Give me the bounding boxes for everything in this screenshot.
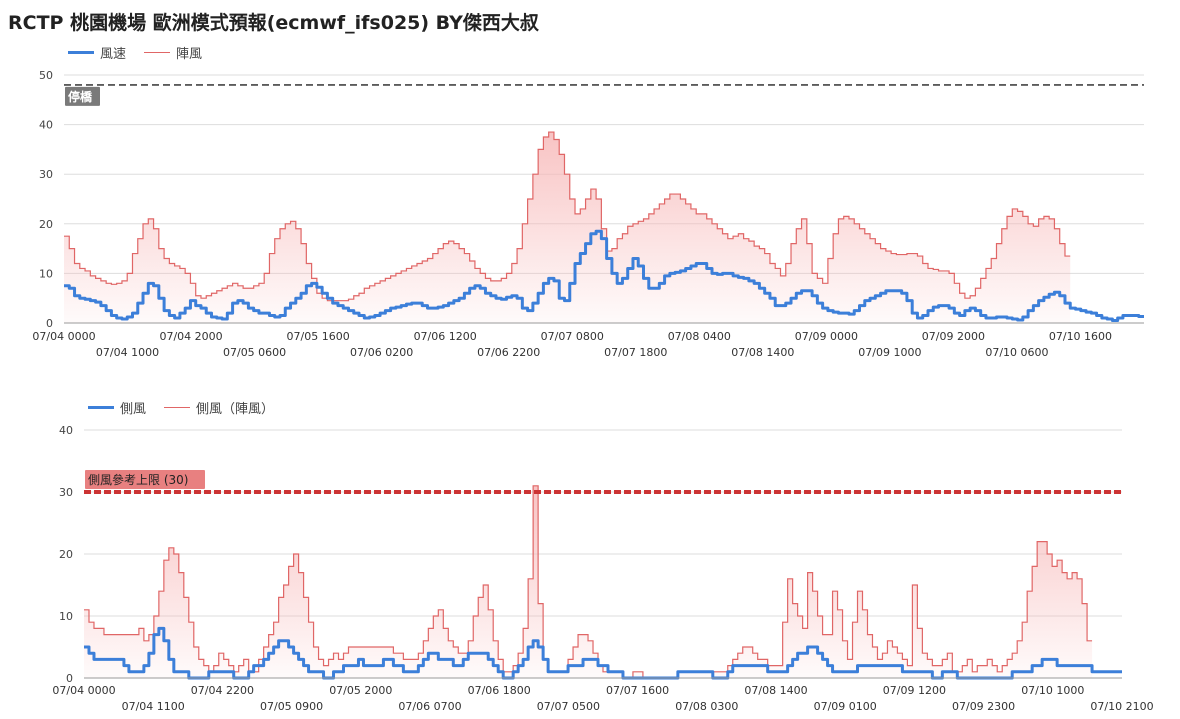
bottom-x-tick-label: 07/09 1200 <box>883 684 946 697</box>
top-x-tick-label: 07/08 0400 <box>668 330 731 343</box>
bottom-x-tick-label: 07/06 0700 <box>398 700 461 713</box>
bottom-wind-line <box>84 626 1122 680</box>
legend-item-wind[interactable]: 風速 <box>68 43 126 62</box>
bottom-threshold-label-bg <box>85 470 205 489</box>
legend-swatch-gust <box>144 52 171 53</box>
top-threshold-label-bg <box>65 86 100 106</box>
legend-item-crosswind[interactable]: 側風 <box>88 398 146 417</box>
wind-gust-chart: 0 10 20 30 40 50 停橋 07/04 0000 07/04 2000 07/05 1… <box>32 69 1144 359</box>
top-gust-area <box>64 132 1071 323</box>
legend-swatch-crosswind-gust <box>164 407 191 408</box>
bottom-x-tick-label: 07/04 2200 <box>191 684 254 697</box>
bottom-x-tick-label: 07/04 0000 <box>52 684 115 697</box>
top-x-tick-label: 07/09 1000 <box>858 346 921 359</box>
top-x-tick-label: 07/08 1400 <box>731 346 794 359</box>
legend-label-wind: 風速 <box>100 47 127 62</box>
bottom-x-tick-label: 07/07 0500 <box>537 700 600 713</box>
top-y-tick-label: 10 <box>39 267 53 280</box>
top-x-tick-label: 07/06 0200 <box>350 346 413 359</box>
legend-swatch-crosswind <box>88 406 114 409</box>
top-threshold-label: 停橋 <box>68 89 93 104</box>
page-title: RCTP 桃園機場 歐洲模式預報(ecmwf_ifs025) BY傑西大叔 <box>8 12 539 34</box>
bottom-x-tick-label: 07/10 2100 <box>1090 700 1153 713</box>
legend-item-crosswind-gust[interactable]: 側風（陣風） <box>164 398 274 417</box>
top-x-tick-label: 07/05 1600 <box>287 330 350 343</box>
top-y-tick-label: 0 <box>46 317 53 330</box>
top-x-tick-label: 07/07 0800 <box>541 330 604 343</box>
legend-top: 風速 陣風 <box>68 43 220 62</box>
top-y-tick-label: 20 <box>39 218 53 231</box>
bottom-y-tick-label: 30 <box>59 486 73 499</box>
legend-swatch-wind <box>68 51 94 54</box>
top-y-tick-label: 30 <box>39 168 53 181</box>
top-x-tick-label: 07/04 2000 <box>159 330 222 343</box>
top-gust-line <box>64 131 1071 302</box>
bottom-x-tick-label: 07/05 2000 <box>329 684 392 697</box>
top-y-tick-label: 40 <box>39 119 53 132</box>
legend-label-gust: 陣風 <box>176 47 203 62</box>
bottom-x-tick-label: 07/05 0900 <box>260 700 323 713</box>
bottom-x-tick-label: 07/09 0100 <box>814 700 877 713</box>
bottom-gust-area <box>84 485 1093 678</box>
top-x-tick-label: 07/09 2000 <box>922 330 985 343</box>
bottom-y-tick-label: 40 <box>59 424 73 437</box>
top-y-tick-label: 50 <box>39 69 53 82</box>
legend-item-gust[interactable]: 陣風 <box>144 43 202 62</box>
top-x-tick-label: 07/04 0000 <box>32 330 95 343</box>
top-x-tick-label: 07/06 1200 <box>414 330 477 343</box>
legend-bottom: 側風 側風（陣風） <box>88 398 292 417</box>
top-x-tick-label: 07/10 0600 <box>985 346 1048 359</box>
bottom-x-tick-label: 07/10 1000 <box>1021 684 1084 697</box>
top-x-tick-label: 07/05 0600 <box>223 346 286 359</box>
top-x-tick-label: 07/07 1800 <box>604 346 667 359</box>
bottom-x-tick-label: 07/04 1100 <box>122 700 185 713</box>
bottom-gust-line <box>84 485 1093 679</box>
top-x-tick-label: 07/10 1600 <box>1049 330 1112 343</box>
legend-label-crosswind-gust: 側風（陣風） <box>196 402 275 417</box>
bottom-x-tick-label: 07/09 2300 <box>952 700 1015 713</box>
bottom-y-tick-label: 0 <box>66 672 73 685</box>
top-x-tick-label: 07/06 2200 <box>477 346 540 359</box>
top-wind-line <box>64 229 1144 323</box>
top-x-tick-label: 07/09 0000 <box>795 330 858 343</box>
top-x-tick-label: 07/04 1000 <box>96 346 159 359</box>
bottom-x-tick-label: 07/08 0300 <box>675 700 738 713</box>
bottom-y-tick-label: 10 <box>59 610 73 623</box>
legend-label-crosswind: 側風 <box>120 402 147 417</box>
bottom-x-tick-label: 07/07 1600 <box>606 684 669 697</box>
bottom-threshold-label: 側風參考上限 (30) <box>88 472 188 487</box>
bottom-x-tick-label: 07/06 1800 <box>468 684 531 697</box>
bottom-x-tick-label: 07/08 1400 <box>744 684 807 697</box>
bottom-y-tick-label: 20 <box>59 548 73 561</box>
